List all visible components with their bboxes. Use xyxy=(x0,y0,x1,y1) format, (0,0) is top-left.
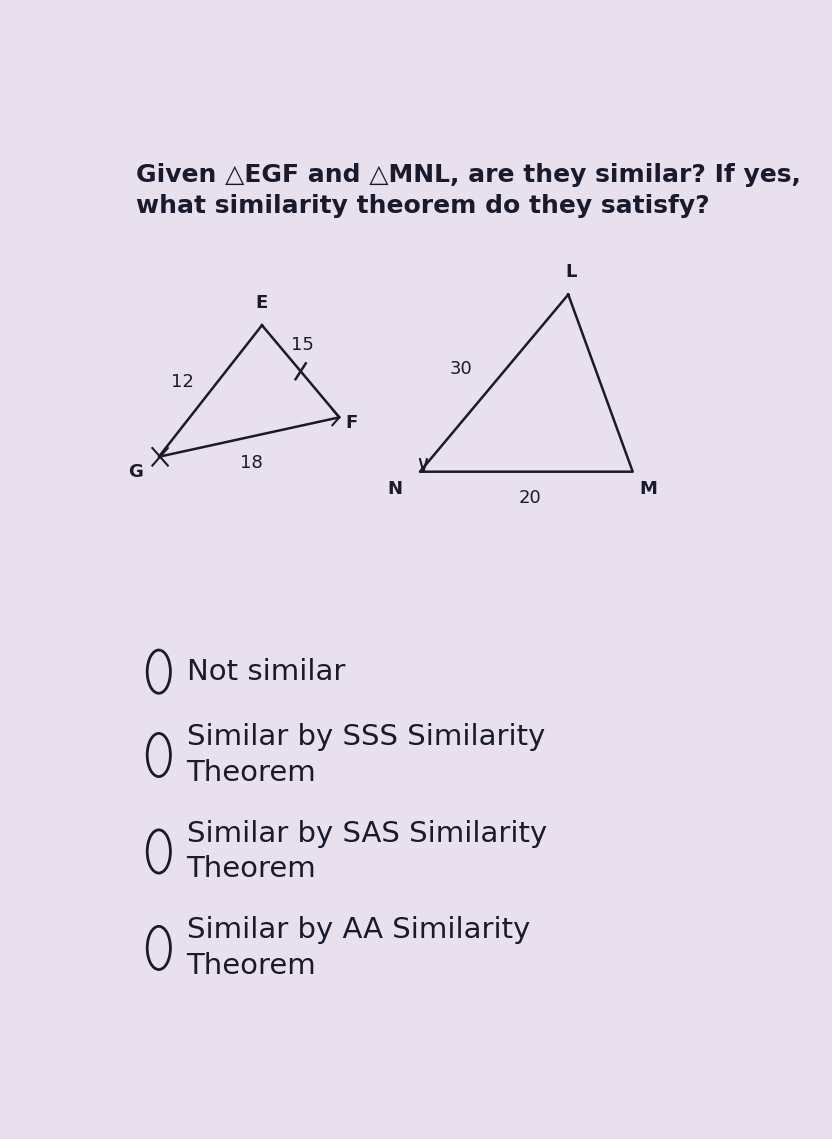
Text: N: N xyxy=(387,481,402,499)
Text: E: E xyxy=(256,294,268,312)
Text: Not similar: Not similar xyxy=(186,657,345,686)
Text: 18: 18 xyxy=(240,454,262,473)
Text: M: M xyxy=(639,481,657,499)
Text: L: L xyxy=(566,263,577,281)
Text: 12: 12 xyxy=(171,374,195,392)
Text: Similar by SAS Similarity
Theorem: Similar by SAS Similarity Theorem xyxy=(186,820,547,884)
Text: F: F xyxy=(346,415,358,433)
Text: G: G xyxy=(128,462,143,481)
Text: 20: 20 xyxy=(518,490,541,507)
Text: 15: 15 xyxy=(291,336,314,354)
Text: what similarity theorem do they satisfy?: what similarity theorem do they satisfy? xyxy=(136,194,710,218)
Text: Similar by SSS Similarity
Theorem: Similar by SSS Similarity Theorem xyxy=(186,723,545,787)
Text: 30: 30 xyxy=(450,360,473,378)
Text: Given △EGF and △MNL, are they similar? If yes,: Given △EGF and △MNL, are they similar? I… xyxy=(136,163,801,187)
Text: Similar by AA Similarity
Theorem: Similar by AA Similarity Theorem xyxy=(186,916,530,980)
